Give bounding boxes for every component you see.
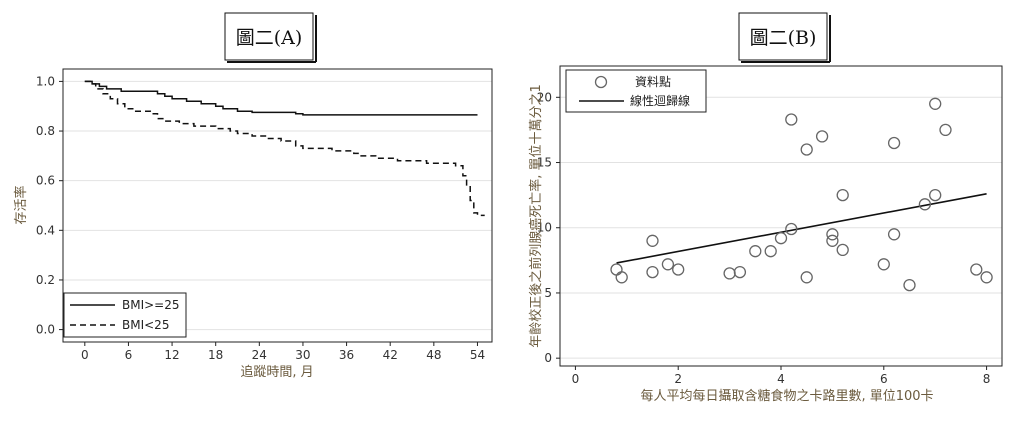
panel-a-x-axis-label: 追蹤時間, 月 [240, 364, 313, 380]
panel-a-x-tick-label: 54 [470, 348, 485, 362]
scatter-point [836, 188, 849, 202]
panel-b-legend: 資料點 線性迴歸線 [565, 69, 707, 113]
panel-b-y-axis-label: 年齡校正後之前列腺癌死亡率, 單位十萬分之1 [528, 84, 544, 348]
scatter-point [826, 228, 839, 241]
panel-a-x-tick-label: 24 [252, 348, 267, 362]
panel-a-y-axis-label: 存活率 [13, 185, 29, 224]
panel-b-y-tick-label: 20 [537, 90, 552, 104]
scatter-point [836, 243, 849, 257]
scatter-point [939, 123, 952, 137]
scatter-point [646, 234, 659, 247]
scatter-point [733, 265, 747, 279]
panel-b-x-tick-label: 0 [572, 372, 580, 386]
panel-a-gridlines [63, 80, 492, 331]
legend-label-bmi-lt-25: BMI<25 [122, 318, 169, 332]
panel-b-plot-frame [559, 65, 1003, 367]
panel-a-title-box: 圖二(A) [224, 12, 317, 63]
panel-a-y-tick-label: 0.0 [36, 323, 55, 337]
panel-a-x-tick-label: 48 [426, 348, 441, 362]
panel-a-x-tick-label: 0 [81, 348, 89, 362]
scatter-point [646, 265, 659, 279]
panel-a-legend: BMI>=25 BMI<25 [63, 292, 187, 338]
panel-b-series [610, 97, 993, 292]
scatter-point [672, 263, 685, 276]
panel-b-y-tick-label: 5 [544, 286, 552, 300]
panel-b: 圖二(B) 0 5 10 15 20 0 2 4 6 8 每人平均每日攝取含糖食物之卡路里數, 單… [528, 12, 1003, 404]
panel-b-legend-box [565, 69, 707, 113]
scatter-point [929, 97, 942, 110]
scatter-point [749, 245, 762, 258]
panel-b-x-axis-label: 每人平均每日攝取含糖食物之卡路里數, 單位100卡 [640, 388, 933, 404]
panel-a-y-tick-label: 0.2 [36, 273, 55, 287]
panel-a-title: 圖二(A) [236, 27, 303, 49]
panel-b-x-tick-label: 4 [777, 372, 785, 386]
panel-b-title-box: 圖二(B) [738, 12, 831, 63]
panel-a-y-tick-label: 0.4 [36, 223, 55, 237]
panel-a-y-tick-label: 1.0 [36, 74, 55, 88]
scatter-point [723, 267, 736, 280]
legend-label-data-points: 資料點 [635, 75, 671, 89]
panel-a-plot-frame [62, 68, 493, 343]
panel-b-ticks: 0 5 10 15 20 0 2 4 6 8 [537, 90, 991, 386]
panel-a: 圖二(A) 0.0 0.2 0.4 0.6 0.8 1.0 0 6 12 18 24 30 36 42 48… [13, 12, 493, 380]
scatter-point [887, 136, 901, 150]
scatter-point [610, 263, 623, 276]
panel-b-y-tick-label: 0 [544, 351, 552, 365]
panel-b-gridlines [560, 96, 1002, 359]
scatter-point [785, 113, 798, 126]
scatter-point [774, 232, 788, 245]
scatter-point [764, 245, 777, 258]
legend-swatch-data-points [594, 75, 608, 89]
panel-a-y-tick-label: 0.6 [36, 174, 55, 188]
series-line-bmi-ge-25 [84, 80, 478, 116]
regression-line [616, 193, 987, 264]
panel-a-x-tick-label: 30 [295, 348, 310, 362]
legend-label-bmi-ge-25: BMI>=25 [122, 298, 180, 312]
series-line-bmi-lt-25 [84, 80, 485, 217]
panel-b-title-frame [738, 12, 828, 61]
scatter-point [887, 228, 901, 241]
panel-a-x-tick-label: 42 [383, 348, 398, 362]
panel-a-x-tick-label: 12 [164, 348, 179, 362]
panel-b-x-tick-label: 8 [983, 372, 991, 386]
legend-label-regression-line: 線性迴歸線 [630, 93, 690, 108]
scatter-point [970, 263, 983, 276]
scatter-point [800, 143, 813, 156]
scatter-point [903, 278, 916, 292]
scatter-point [980, 271, 993, 284]
panel-b-title: 圖二(B) [750, 27, 817, 49]
panel-a-x-tick-label: 6 [125, 348, 133, 362]
panel-b-x-tick-label: 2 [674, 372, 682, 386]
panel-a-legend-box [63, 292, 187, 338]
scatter-point [826, 234, 839, 247]
scatter-point [661, 258, 675, 271]
panel-a-title-frame [224, 12, 314, 61]
panel-a-series [84, 80, 485, 217]
scatter-point [800, 271, 813, 284]
panel-b-x-tick-label: 6 [880, 372, 888, 386]
scatter-point [918, 198, 932, 211]
scatter-point [785, 222, 798, 236]
panel-b-y-tick-label: 10 [537, 221, 552, 235]
scatter-point [877, 258, 890, 271]
scatter-point [815, 130, 829, 143]
panel-a-x-tick-label: 18 [208, 348, 223, 362]
scatter-point [615, 271, 628, 284]
panel-a-x-tick-label: 36 [339, 348, 354, 362]
panel-a-ticks: 0.0 0.2 0.4 0.6 0.8 1.0 0 6 12 18 24 30 36 42 48 54 [36, 74, 485, 362]
panel-b-y-tick-label: 15 [537, 156, 552, 170]
scatter-point [929, 188, 942, 202]
panel-a-y-tick-label: 0.8 [36, 124, 55, 138]
